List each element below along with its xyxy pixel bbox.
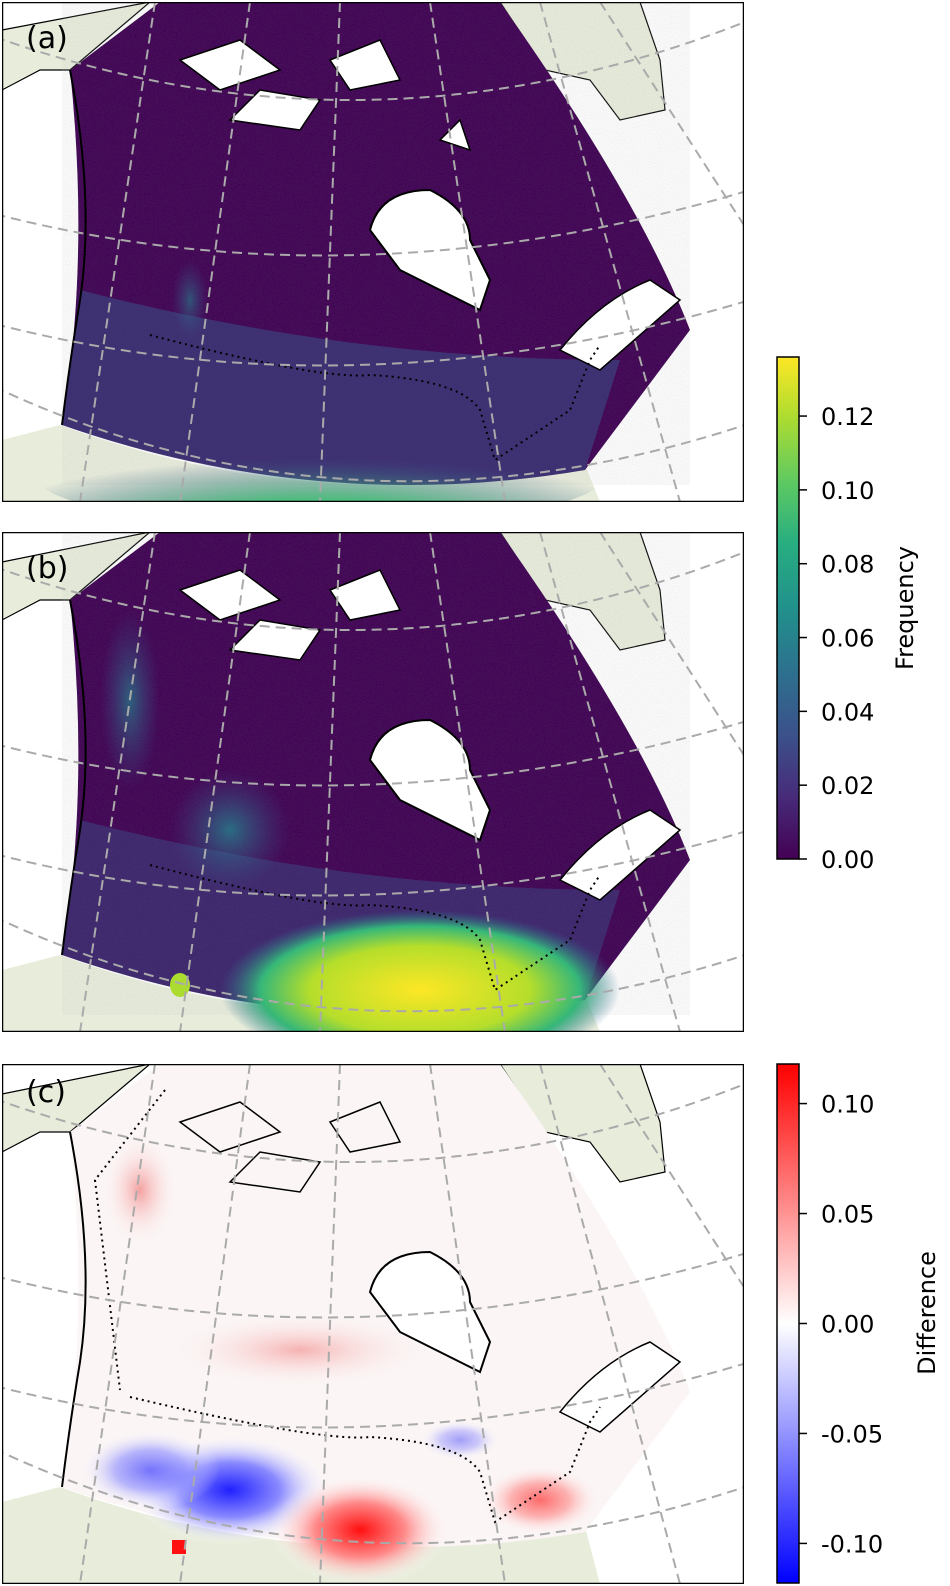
data-domain <box>62 1064 690 1547</box>
colorbar-difference-title: Difference <box>913 1251 941 1375</box>
greenland <box>499 2 666 121</box>
alaska <box>2 1064 151 1153</box>
data-domain <box>62 532 690 1015</box>
colorbar-frequency-title: Frequency <box>891 546 919 670</box>
hudson-bay <box>368 718 492 842</box>
alaska <box>2 2 151 91</box>
colorbar-tick-label: -0.10 <box>821 1530 883 1558</box>
colorbar-tick-label: 0.10 <box>821 477 874 505</box>
usa <box>2 955 600 1032</box>
colorbar-tick-label: 0.10 <box>821 1091 874 1119</box>
hudson-bay <box>368 1250 492 1374</box>
usa <box>2 1487 600 1584</box>
panel-a-label: (a) <box>26 21 68 56</box>
panel-c <box>2 1064 744 1584</box>
colorbar-tick-label: -0.05 <box>821 1420 883 1448</box>
colorbar-tick-label: 0.00 <box>821 846 874 874</box>
colorbar-tick-label: 0.12 <box>821 403 874 431</box>
panel-b <box>2 532 744 1032</box>
colorbar-tick-label: 0.06 <box>821 625 874 653</box>
hudson-bay <box>368 188 492 312</box>
panel-a <box>2 2 744 502</box>
colorbar-tick-label: 0.00 <box>821 1311 874 1339</box>
colorbar-difference: -0.10 -0.05 0.00 0.05 0.10 Difference <box>776 1063 941 1584</box>
greenland <box>499 1064 666 1183</box>
colorbar-tick-label: 0.04 <box>821 698 874 726</box>
colorbar-tick-label: 0.05 <box>821 1201 874 1229</box>
greenland <box>499 532 666 651</box>
panel-c-label: (c) <box>26 1075 66 1110</box>
alaska <box>2 532 151 621</box>
panel-b-label: (b) <box>26 551 68 586</box>
colorbar-frequency: 0.00 0.02 0.04 0.06 0.08 0.10 0.12 Frequency <box>776 356 919 874</box>
colorbar-tick-label: 0.08 <box>821 551 874 579</box>
colorbar-tick-label: 0.02 <box>821 772 874 800</box>
